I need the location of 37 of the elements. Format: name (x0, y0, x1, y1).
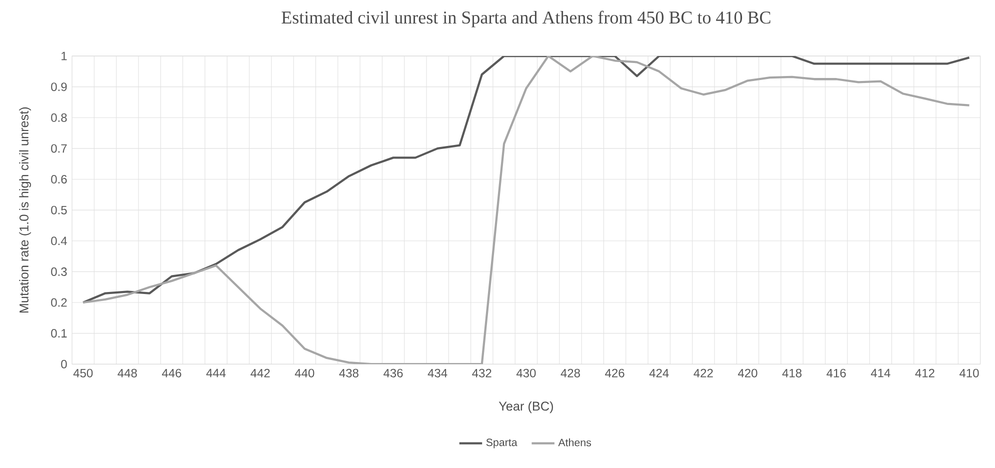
y-tick-label: 1 (62, 52, 67, 60)
y-tick-label: 0.6 (51, 174, 67, 184)
x-tick-label: 450 (73, 368, 93, 378)
x-tick-label: 442 (250, 368, 270, 378)
y-tick-label: 0.7 (51, 144, 67, 153)
x-tick-label: 438 (339, 368, 358, 378)
y-tick-label: 0.5 (51, 206, 67, 214)
x-tick-label: 446 (162, 368, 182, 378)
x-tick-label: 430 (516, 368, 536, 378)
x-tick-label: 420 (738, 368, 758, 378)
x-tick-label: 424 (649, 368, 669, 378)
x-tick-label: 436 (384, 368, 403, 378)
x-tick-label: 434 (428, 368, 448, 378)
y-tick-label: 0.8 (51, 113, 67, 122)
y-tick-label: 0.9 (51, 82, 67, 92)
y-tick-label: 0.4 (51, 236, 67, 246)
y-axis-title: Mutation rate (1.0 is high civil unrest) (19, 107, 31, 312)
x-tick-label: 440 (294, 368, 314, 378)
y-tick-label: 0 (61, 360, 67, 368)
x-tick-label: 432 (472, 368, 492, 378)
x-axis-title: Year (BC) (498, 401, 553, 414)
x-tick-label: 448 (118, 368, 137, 378)
x-tick-label: 410 (960, 368, 979, 378)
x-tick-label: 428 (560, 368, 580, 378)
x-tick-label: 412 (915, 368, 934, 378)
x-tick-label: 418 (782, 368, 802, 378)
chart-title: Estimated civil unrest in Sparta and Athens from 450 BC to 410 BC (282, 10, 770, 28)
x-tick-label: 416 (826, 368, 846, 378)
x-tick-label: 414 (870, 368, 890, 378)
y-tick-label: 0.1 (51, 328, 67, 338)
y-tick-label: 0.2 (51, 298, 67, 307)
x-tick-label: 444 (206, 368, 226, 378)
y-tick-label: 0.3 (51, 267, 67, 276)
legend-label: Athens (558, 438, 592, 446)
x-tick-label: 422 (694, 368, 713, 378)
x-tick-label: 426 (605, 368, 624, 378)
legend-label: Sparta (486, 438, 518, 448)
